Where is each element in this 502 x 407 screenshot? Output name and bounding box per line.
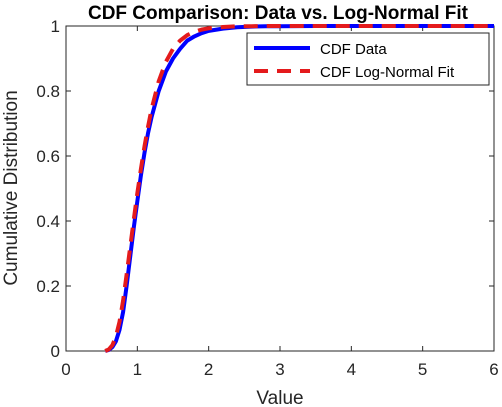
x-tick-label: 5 [418, 360, 427, 379]
x-tick-label: 6 [489, 360, 498, 379]
chart-title: CDF Comparison: Data vs. Log-Normal Fit [88, 3, 469, 24]
legend-box [246, 32, 490, 86]
x-tick-label: 4 [347, 360, 356, 379]
y-axis: 0 0.2 0.4 0.6 0.8 1 [36, 17, 494, 361]
x-tick-label: 3 [275, 360, 284, 379]
series-line-lognormal-fit [104, 24, 494, 353]
y-tick-label: 0 [51, 342, 60, 361]
y-tick-label: 0.2 [36, 277, 60, 296]
series-line-cdf-data [104, 24, 494, 353]
series-layer [104, 24, 494, 353]
legend-label-cdf-data: CDF Data [320, 41, 387, 58]
x-tick-label: 0 [61, 360, 70, 379]
y-axis-label: Cumulative Distribution [1, 90, 22, 285]
legend: CDF Data CDF Log-Normal Fit [246, 32, 490, 86]
y-tick-label: 0.4 [36, 212, 60, 231]
y-tick-label: 0.6 [36, 147, 60, 166]
x-tick-label: 2 [204, 360, 213, 379]
legend-label-lognormal-fit: CDF Log-Normal Fit [320, 64, 455, 81]
x-tick-label: 1 [133, 360, 142, 379]
y-tick-label: 0.8 [36, 82, 60, 101]
y-tick-label: 1 [51, 17, 60, 36]
x-axis-label: Value [256, 388, 303, 407]
